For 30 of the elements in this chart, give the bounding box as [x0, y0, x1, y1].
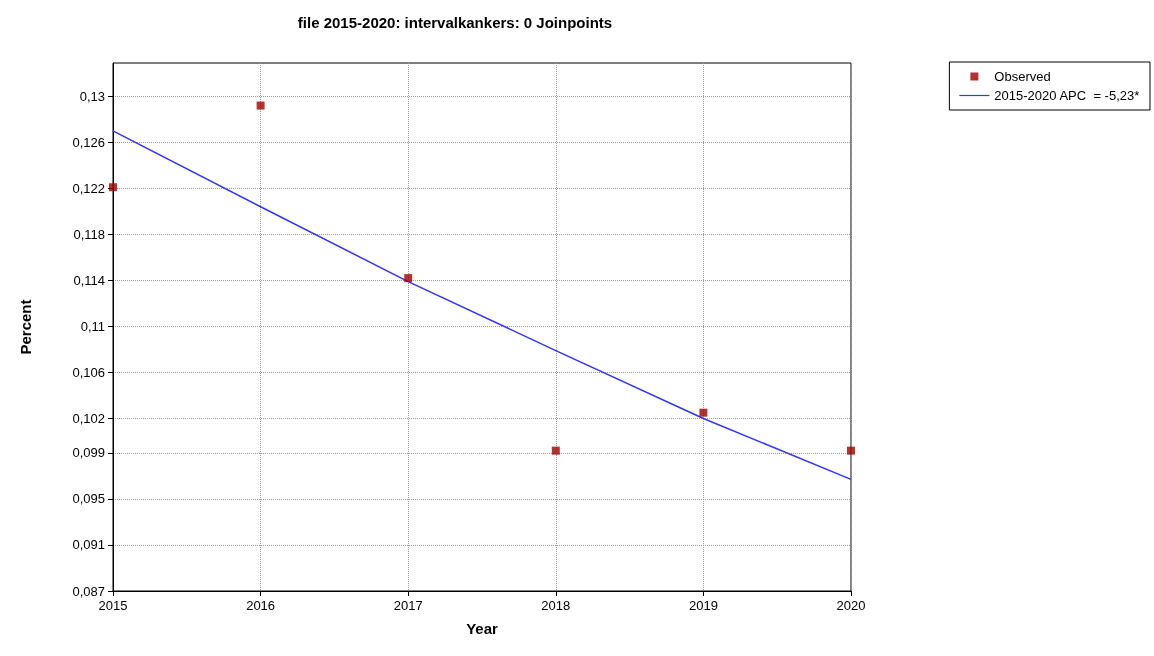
y-tick-label: 0,122 — [72, 180, 105, 196]
y-axis-title: Percent — [17, 299, 34, 355]
y-tick-label: 0,126 — [72, 134, 105, 150]
line-series — [112, 130, 852, 481]
point — [404, 274, 413, 283]
point — [847, 446, 855, 455]
x-tick-label: 2019 — [688, 598, 718, 613]
y-tick-label: 0,091 — [72, 537, 105, 553]
x-tick-label: 2017 — [393, 598, 423, 613]
x-tick-label: 2018 — [541, 598, 571, 613]
x-axis-title: Year — [466, 620, 499, 637]
y-tick-label: 0,13 — [79, 88, 105, 104]
x-tick-label: 2015 — [98, 598, 128, 613]
point — [256, 101, 265, 110]
legend-label: 2015-2020 APC = -5,23* — [994, 88, 1140, 103]
point — [551, 446, 560, 455]
legend-label: Observed — [994, 69, 1051, 84]
point — [699, 408, 708, 417]
y-tick-label: 0,11 — [80, 318, 105, 334]
y-tick-label: 0,102 — [72, 410, 105, 426]
y-tick-label: 0,118 — [73, 226, 105, 242]
y-tick-label: 0,087 — [72, 583, 105, 599]
y-tick-label: 0,095 — [72, 491, 105, 507]
x-tick-label: 2016 — [246, 598, 276, 613]
y-tick-label: 0,099 — [72, 445, 105, 461]
chart-title: file 2015-2020: intervalkankers: 0 Joinpoints — [297, 14, 613, 31]
y-tick-label: 0,114 — [73, 272, 105, 288]
y-tick-label: 0,106 — [72, 364, 105, 380]
x-tick-label: 2020 — [836, 598, 866, 613]
point — [109, 183, 117, 192]
